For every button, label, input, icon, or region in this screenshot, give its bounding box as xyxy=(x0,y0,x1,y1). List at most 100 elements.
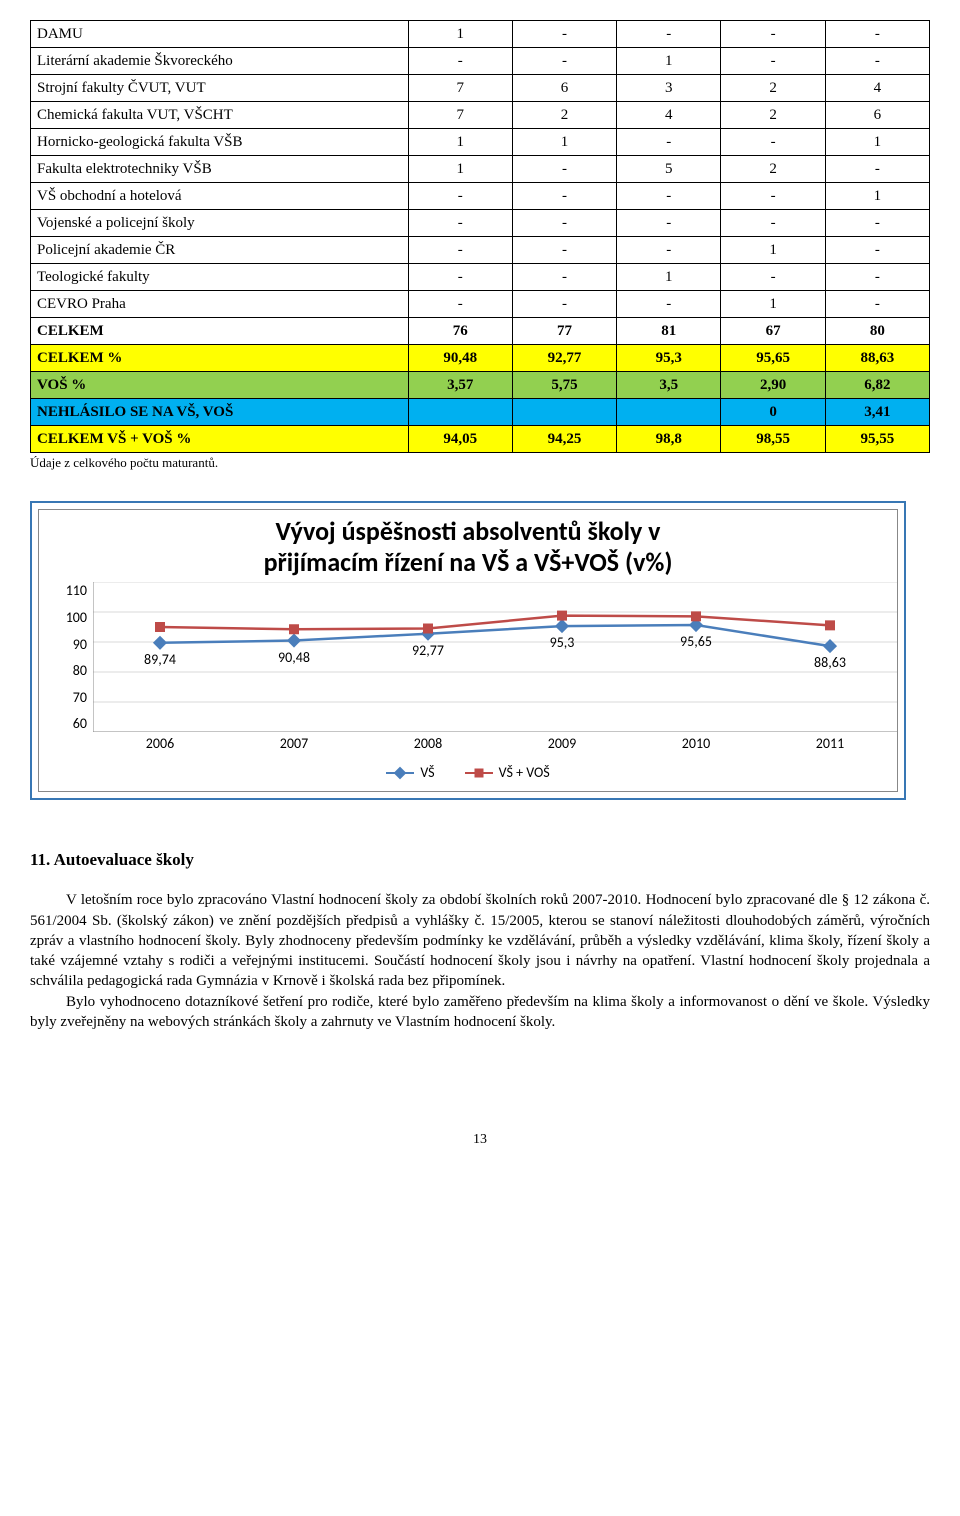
row-cell: 6,82 xyxy=(825,372,929,399)
x-tick-label: 2008 xyxy=(361,735,495,752)
row-cell: 1 xyxy=(408,156,512,183)
row-cell: - xyxy=(721,264,825,291)
row-cell: - xyxy=(617,183,721,210)
row-cell: 77 xyxy=(512,318,616,345)
row-cell: - xyxy=(825,156,929,183)
row-cell: 88,63 xyxy=(825,345,929,372)
row-cell: - xyxy=(512,264,616,291)
page-number: 13 xyxy=(30,1132,930,1148)
row-cell: - xyxy=(512,210,616,237)
row-cell: 3 xyxy=(617,75,721,102)
chart-title-line1: Vývoj úspěšnosti absolventů školy v xyxy=(276,515,661,547)
row-cell: - xyxy=(825,210,929,237)
chart-title-line2: přijímacím řízení na VŠ a VŠ+VOŠ (v%) xyxy=(264,546,673,578)
row-label: VOŠ % xyxy=(31,372,409,399)
row-cell: 2,90 xyxy=(721,372,825,399)
row-cell: - xyxy=(617,21,721,48)
y-tick-label: 90 xyxy=(51,636,87,653)
x-tick-label: 2007 xyxy=(227,735,361,752)
table-row: VOŠ %3,575,753,52,906,82 xyxy=(31,372,930,399)
x-tick-label: 2010 xyxy=(629,735,763,752)
row-cell: - xyxy=(408,183,512,210)
table-row: CELKEM VŠ + VOŠ %94,0594,2598,898,5595,5… xyxy=(31,426,930,453)
row-label: Teologické fakulty xyxy=(31,264,409,291)
row-label: Vojenské a policejní školy xyxy=(31,210,409,237)
row-cell: - xyxy=(825,237,929,264)
legend-marker-vsvos xyxy=(465,772,493,775)
row-cell: 6 xyxy=(512,75,616,102)
chart-data-label: 90,48 xyxy=(278,649,310,666)
x-tick-label: 2006 xyxy=(93,735,227,752)
table-row: CEVRO Praha---1- xyxy=(31,291,930,318)
table-row: CELKEM %90,4892,7795,395,6588,63 xyxy=(31,345,930,372)
row-cell: 1 xyxy=(721,291,825,318)
row-cell: - xyxy=(512,291,616,318)
row-cell: 94,05 xyxy=(408,426,512,453)
row-cell: 3,41 xyxy=(825,399,929,426)
row-cell: 98,8 xyxy=(617,426,721,453)
row-cell: - xyxy=(408,48,512,75)
chart-y-axis: 11010090807060 xyxy=(39,582,93,732)
y-tick-label: 80 xyxy=(51,662,87,679)
row-cell: - xyxy=(512,21,616,48)
row-cell: - xyxy=(617,291,721,318)
y-tick-label: 110 xyxy=(51,582,87,599)
row-cell: - xyxy=(825,21,929,48)
row-cell: 7 xyxy=(408,75,512,102)
legend-item-vsvos: VŠ + VOŠ xyxy=(465,764,550,781)
row-cell: - xyxy=(721,210,825,237)
table-row: Chemická fakulta VUT, VŠCHT72426 xyxy=(31,102,930,129)
table-row: DAMU1---- xyxy=(31,21,930,48)
row-cell: 80 xyxy=(825,318,929,345)
row-cell: - xyxy=(721,21,825,48)
row-cell: - xyxy=(617,129,721,156)
y-tick-label: 70 xyxy=(51,689,87,706)
paragraph-1: V letošním roce bylo zpracováno Vlastní … xyxy=(30,890,930,991)
row-cell: 67 xyxy=(721,318,825,345)
row-cell: 2 xyxy=(721,102,825,129)
row-cell: 2 xyxy=(721,75,825,102)
table-row: Hornicko-geologická fakulta VŠB11--1 xyxy=(31,129,930,156)
row-label: DAMU xyxy=(31,21,409,48)
chart-legend: VŠ VŠ + VOŠ xyxy=(39,758,897,791)
chart-data-label: 88,63 xyxy=(814,654,846,671)
row-label: Hornicko-geologická fakulta VŠB xyxy=(31,129,409,156)
table-row: Fakulta elektrotechniky VŠB1-52- xyxy=(31,156,930,183)
row-cell: 81 xyxy=(617,318,721,345)
section-heading: 11. Autoevaluace školy xyxy=(30,850,930,870)
row-cell: - xyxy=(825,264,929,291)
legend-label-vs: VŠ xyxy=(420,764,434,781)
row-cell: 92,77 xyxy=(512,345,616,372)
row-cell: 1 xyxy=(408,129,512,156)
table-row: Teologické fakulty--1-- xyxy=(31,264,930,291)
row-label: VŠ obchodní a hotelová xyxy=(31,183,409,210)
row-cell: 7 xyxy=(408,102,512,129)
row-label: Strojní fakulty ČVUT, VUT xyxy=(31,75,409,102)
table-row: Vojenské a policejní školy----- xyxy=(31,210,930,237)
chart-data-label: 92,77 xyxy=(412,642,444,659)
chart-title: Vývoj úspěšnosti absolventů školy v přij… xyxy=(39,510,897,582)
row-label: Literární akademie Škvoreckého xyxy=(31,48,409,75)
row-cell: 4 xyxy=(617,102,721,129)
chart-data-label: 89,74 xyxy=(144,651,176,668)
row-cell: - xyxy=(721,129,825,156)
table-row: VŠ obchodní a hotelová----1 xyxy=(31,183,930,210)
row-cell: 5 xyxy=(617,156,721,183)
paragraph-2: Bylo vyhodnoceno dotazníkové šetření pro… xyxy=(30,992,930,1033)
row-cell: - xyxy=(721,48,825,75)
legend-item-vs: VŠ xyxy=(386,764,434,781)
row-cell: 1 xyxy=(617,48,721,75)
legend-marker-vs xyxy=(386,772,414,775)
row-cell: 3,5 xyxy=(617,372,721,399)
row-cell: - xyxy=(408,291,512,318)
row-cell: - xyxy=(408,264,512,291)
row-cell: 0 xyxy=(721,399,825,426)
row-cell: 2 xyxy=(512,102,616,129)
x-tick-label: 2009 xyxy=(495,735,629,752)
row-cell: 1 xyxy=(825,183,929,210)
row-cell: - xyxy=(512,48,616,75)
row-cell: 5,75 xyxy=(512,372,616,399)
row-label: CELKEM xyxy=(31,318,409,345)
row-label: CEVRO Praha xyxy=(31,291,409,318)
row-cell: - xyxy=(408,210,512,237)
